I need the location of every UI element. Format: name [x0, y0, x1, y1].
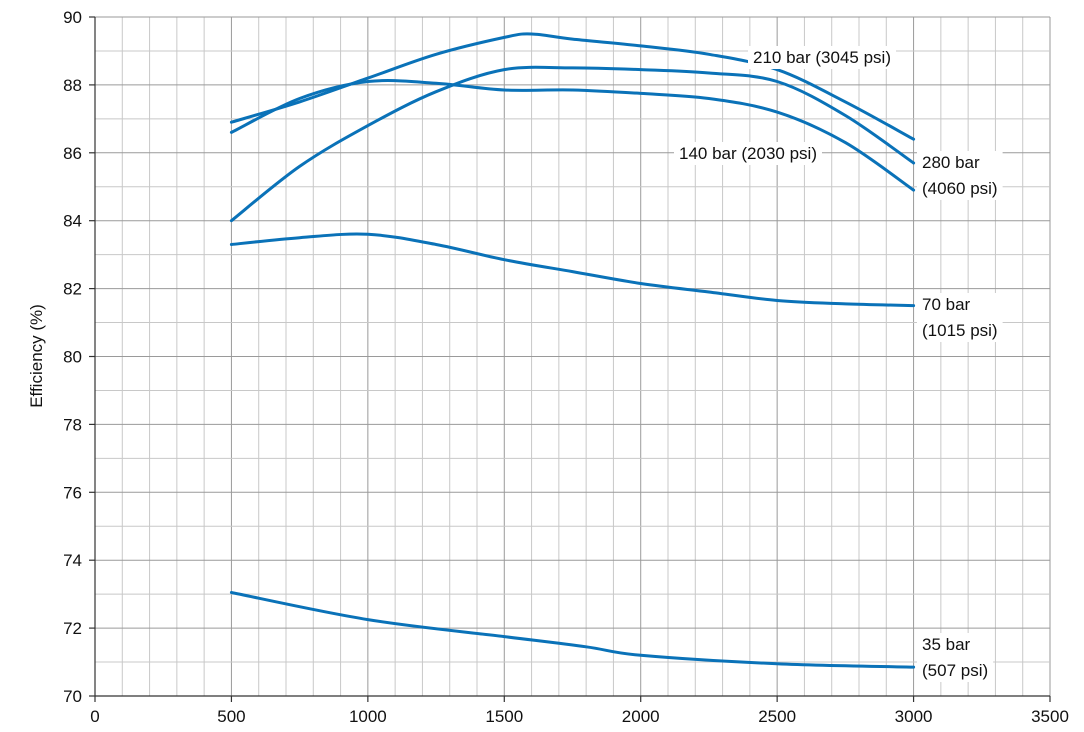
x-tick-label: 3500 — [1031, 707, 1069, 726]
x-tick-label: 0 — [90, 707, 99, 726]
series-label: 210 bar (3045 psi) — [748, 46, 896, 69]
x-tick-label: 1000 — [349, 707, 387, 726]
y-tick-label: 84 — [63, 212, 82, 231]
y-tick-label: 78 — [63, 415, 82, 434]
y-tick-label: 74 — [63, 551, 82, 570]
series-label: 280 bar (4060 psi) — [917, 151, 1003, 200]
x-tick-label: 2000 — [622, 707, 660, 726]
series-line — [229, 591, 916, 669]
series-label-text: 280 bar (4060 psi) — [922, 153, 998, 198]
y-tick-label: 80 — [63, 348, 82, 367]
x-tick-label: 3000 — [895, 707, 933, 726]
series-label-line: (507 psi) — [922, 661, 988, 680]
series-label-text: 70 bar (1015 psi) — [922, 295, 998, 340]
x-tick-label: 1500 — [485, 707, 523, 726]
series-label-background — [748, 46, 896, 69]
y-tick-label: 72 — [63, 619, 82, 638]
y-tick-label: 70 — [63, 687, 82, 706]
series-label-line: 140 bar (2030 psi) — [679, 144, 817, 163]
series-label: 35 bar (507 psi) — [917, 633, 994, 682]
series-line — [229, 65, 916, 223]
series-label-background — [917, 293, 1003, 342]
series-label-background — [917, 151, 1003, 200]
y-axis-title: Efficiency (%) — [27, 304, 46, 408]
y-tick-label: 90 — [63, 8, 82, 27]
series-label-background — [917, 633, 994, 682]
series-label-line: 35 bar — [922, 635, 971, 654]
y-tick-label: 88 — [63, 76, 82, 95]
series-label-text: 140 bar (2030 psi) — [679, 144, 817, 163]
series-label: 70 bar (1015 psi) — [917, 293, 1003, 342]
y-tick-label: 76 — [63, 483, 82, 502]
y-tick-label: 82 — [63, 280, 82, 299]
series-label-line: (1015 psi) — [922, 321, 998, 340]
axes: 0 500 1000 1500 2000 2500 3000 3500 70 72 74 76 78 80… — [63, 8, 1069, 726]
series-line — [229, 232, 916, 308]
x-tick-label: 500 — [217, 707, 245, 726]
series-label-background — [674, 142, 822, 165]
series-label-line: 70 bar — [922, 295, 971, 314]
series-label-line: 210 bar (3045 psi) — [753, 48, 891, 67]
series-lines — [229, 32, 916, 669]
series-label-text: 35 bar (507 psi) — [922, 635, 988, 680]
series-label-line: 280 bar — [922, 153, 980, 172]
grid — [94, 16, 1051, 697]
y-tick-label: 86 — [63, 144, 82, 163]
series-label: 140 bar (2030 psi) — [674, 142, 822, 165]
series-labels: 35 bar (507 psi) 70 bar (1015 psi) 140 bar (… — [674, 46, 1003, 682]
series-label-text: 210 bar (3045 psi) — [753, 48, 891, 67]
series-label-line: (4060 psi) — [922, 179, 998, 198]
series-line — [229, 32, 916, 141]
x-tick-label: 2500 — [758, 707, 796, 726]
